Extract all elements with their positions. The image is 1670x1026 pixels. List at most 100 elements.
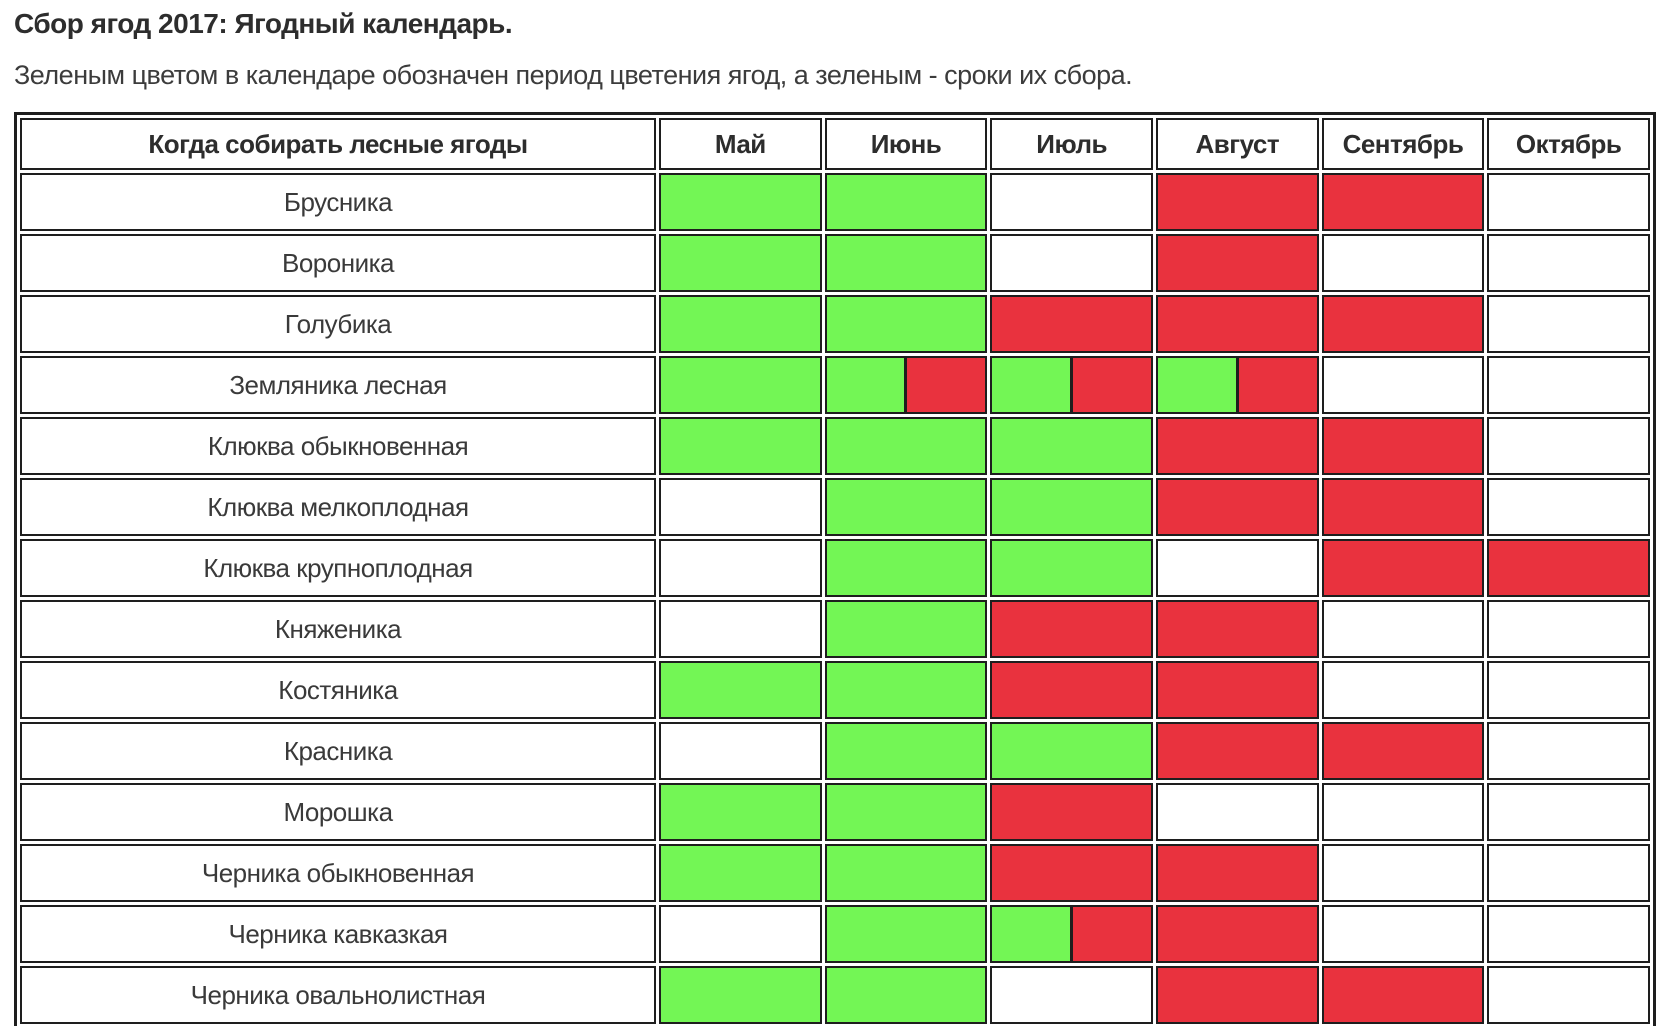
- month-cell-july: [990, 966, 1153, 1025]
- month-cell-september: [1321, 356, 1485, 415]
- table-row: Брусника: [20, 173, 1650, 232]
- berry-name-cell: Костяника: [20, 661, 656, 720]
- flowering-period-block: [1157, 358, 1236, 413]
- month-cell-october: [1487, 417, 1650, 476]
- berry-name-cell: Вороника: [20, 234, 656, 293]
- month-cell-july-harvest: [990, 600, 1153, 659]
- header-month-october: Октябрь: [1487, 118, 1650, 171]
- month-cell-july-flowering: [990, 539, 1153, 598]
- month-cell-august-harvest: [1155, 295, 1319, 354]
- berry-name-cell: Клюква мелкоплодная: [20, 478, 656, 537]
- month-cell-may-flowering: [659, 356, 822, 415]
- month-cell-october: [1487, 173, 1650, 232]
- month-cell-october: [1487, 356, 1650, 415]
- month-cell-july-harvest: [990, 844, 1153, 903]
- month-cell-august: [1155, 783, 1319, 842]
- split-cell: [1157, 358, 1317, 413]
- flowering-period-block: [992, 358, 1071, 413]
- header-row: Когда собирать лесные ягоды Май Июнь Июл…: [20, 118, 1650, 171]
- month-cell-july: [990, 905, 1153, 964]
- month-cell-august: [1155, 539, 1319, 598]
- table-row: Красника: [20, 722, 1650, 781]
- month-cell-september-harvest: [1321, 173, 1485, 232]
- month-cell-september: [1321, 600, 1485, 659]
- berry-name-cell: Клюква обыкновенная: [20, 417, 656, 476]
- month-cell-may: [659, 478, 822, 537]
- month-cell-august-harvest: [1155, 722, 1319, 781]
- month-cell-september-harvest: [1321, 478, 1485, 537]
- month-cell-june-flowering: [824, 600, 988, 659]
- month-cell-june-flowering: [824, 783, 988, 842]
- flowering-period-block: [992, 907, 1071, 962]
- table-row: Голубика: [20, 295, 1650, 354]
- month-cell-september-harvest: [1321, 417, 1485, 476]
- month-cell-august-harvest: [1155, 661, 1319, 720]
- month-cell-october: [1487, 966, 1650, 1025]
- month-cell-september-harvest: [1321, 295, 1485, 354]
- month-cell-july-harvest: [990, 295, 1153, 354]
- month-cell-august-harvest: [1155, 234, 1319, 293]
- split-cell: [992, 358, 1151, 413]
- berry-name-cell: Красника: [20, 722, 656, 781]
- table-row: Черника овальнолистная: [20, 966, 1650, 1025]
- month-cell-may-flowering: [659, 234, 822, 293]
- month-cell-may-flowering: [659, 173, 822, 232]
- month-cell-october-harvest: [1487, 539, 1650, 598]
- berry-name-cell: Черника овальнолистная: [20, 966, 656, 1025]
- month-cell-october: [1487, 844, 1650, 903]
- month-cell-july-harvest: [990, 661, 1153, 720]
- month-cell-august: [1155, 356, 1319, 415]
- month-cell-may: [659, 600, 822, 659]
- month-cell-august-harvest: [1155, 905, 1319, 964]
- month-cell-september-harvest: [1321, 966, 1485, 1025]
- berry-name-cell: Клюква крупноплодная: [20, 539, 656, 598]
- month-cell-may: [659, 722, 822, 781]
- month-cell-june-flowering: [824, 661, 988, 720]
- month-cell-october: [1487, 783, 1650, 842]
- table-row: Земляника лесная: [20, 356, 1650, 415]
- month-cell-august-harvest: [1155, 173, 1319, 232]
- split-cell: [992, 907, 1151, 962]
- month-cell-july: [990, 234, 1153, 293]
- flowering-period-block: [826, 358, 905, 413]
- month-cell-july-flowering: [990, 417, 1153, 476]
- month-cell-august-harvest: [1155, 844, 1319, 903]
- header-month-august: Август: [1155, 118, 1319, 171]
- month-cell-july: [990, 356, 1153, 415]
- header-month-june: Июнь: [824, 118, 988, 171]
- month-cell-may: [659, 905, 822, 964]
- month-cell-september: [1321, 661, 1485, 720]
- harvest-period-block: [904, 358, 986, 413]
- month-cell-june-flowering: [824, 417, 988, 476]
- month-cell-september: [1321, 783, 1485, 842]
- harvest-period-block: [1070, 358, 1151, 413]
- month-cell-august-harvest: [1155, 966, 1319, 1025]
- table-row: Черника кавказкая: [20, 905, 1650, 964]
- month-cell-october: [1487, 478, 1650, 537]
- page-subtitle: Зеленым цветом в календаре обозначен пер…: [14, 60, 1133, 91]
- month-cell-october: [1487, 722, 1650, 781]
- month-cell-may-flowering: [659, 295, 822, 354]
- month-cell-may-flowering: [659, 783, 822, 842]
- month-cell-august-harvest: [1155, 600, 1319, 659]
- header-month-september: Сентябрь: [1321, 118, 1485, 171]
- harvest-period-block: [1070, 907, 1151, 962]
- berry-name-cell: Морошка: [20, 783, 656, 842]
- month-cell-september: [1321, 905, 1485, 964]
- month-cell-june-flowering: [824, 722, 988, 781]
- month-cell-september-harvest: [1321, 539, 1485, 598]
- month-cell-september: [1321, 234, 1485, 293]
- harvest-period-block: [1235, 358, 1317, 413]
- month-cell-july-harvest: [990, 783, 1153, 842]
- header-berry-name: Когда собирать лесные ягоды: [20, 118, 656, 171]
- month-cell-october: [1487, 905, 1650, 964]
- month-cell-october: [1487, 661, 1650, 720]
- month-cell-may-flowering: [659, 661, 822, 720]
- month-cell-june: [824, 356, 988, 415]
- month-cell-october: [1487, 295, 1650, 354]
- month-cell-october: [1487, 234, 1650, 293]
- month-cell-june-flowering: [824, 478, 988, 537]
- header-month-may: Май: [659, 118, 822, 171]
- table-row: Княженика: [20, 600, 1650, 659]
